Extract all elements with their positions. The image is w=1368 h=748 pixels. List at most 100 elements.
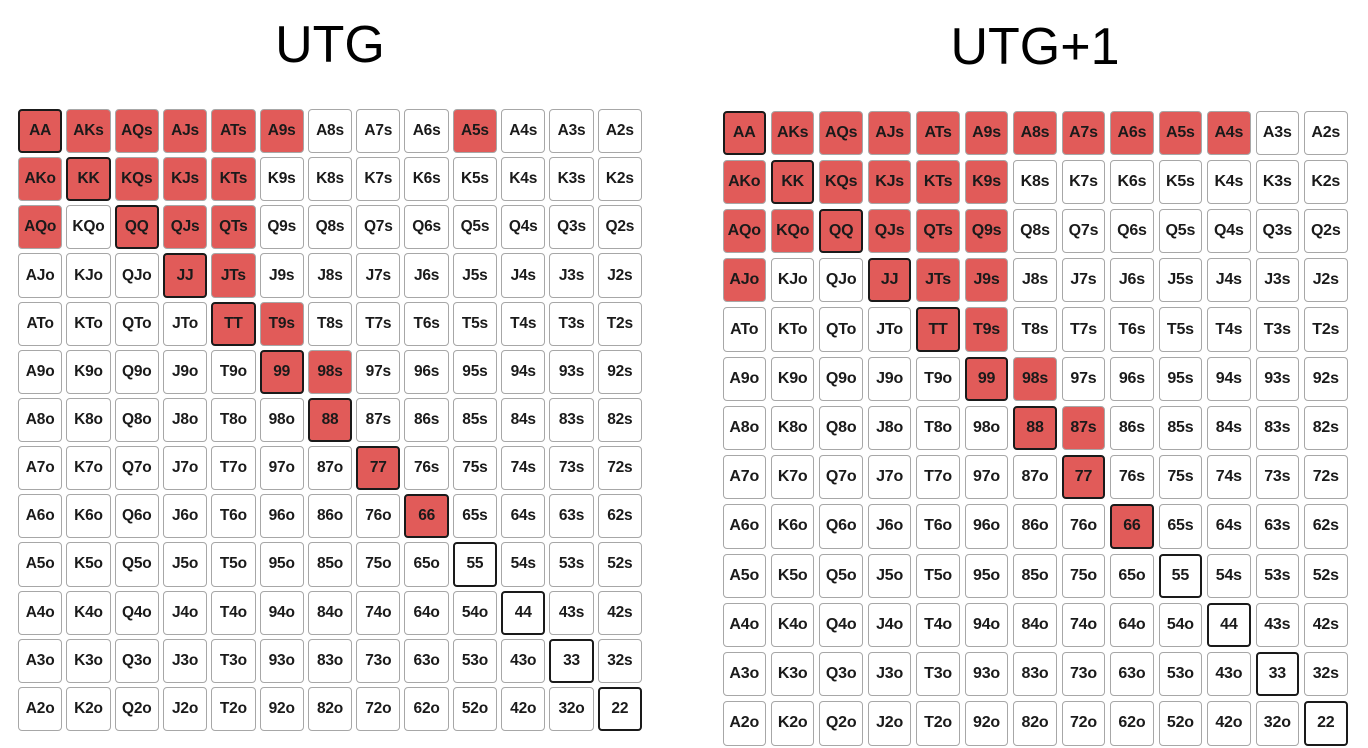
hand-cell-jj[interactable]: JJ: [162, 253, 208, 298]
hand-cell-t2o[interactable]: T2o: [211, 686, 256, 731]
hand-cell-t7o[interactable]: T7o: [211, 446, 256, 491]
hand-cell-ajs[interactable]: AJs: [162, 109, 208, 154]
hand-cell-k3s[interactable]: K3s: [1255, 159, 1300, 204]
hand-cell-a9o[interactable]: A9o: [18, 349, 63, 394]
hand-cell-76o[interactable]: 76o: [1061, 504, 1106, 549]
hand-cell-k2s[interactable]: K2s: [597, 157, 642, 202]
hand-cell-t2s[interactable]: T2s: [597, 301, 642, 346]
hand-cell-k9o[interactable]: K9o: [770, 356, 815, 401]
hand-cell-k8o[interactable]: K8o: [770, 405, 815, 451]
hand-cell-jj[interactable]: JJ: [867, 258, 912, 303]
hand-cell-j3s[interactable]: J3s: [1255, 258, 1300, 303]
hand-cell-82o[interactable]: 82o: [307, 686, 353, 731]
hand-cell-aks[interactable]: AKs: [770, 110, 815, 155]
hand-cell-a8o[interactable]: A8o: [18, 397, 63, 443]
hand-cell-j2o[interactable]: J2o: [162, 686, 208, 731]
hand-cell-k4o[interactable]: K4o: [770, 602, 815, 648]
hand-cell-33[interactable]: 33: [1255, 652, 1300, 697]
hand-cell-43o[interactable]: 43o: [501, 638, 546, 683]
hand-cell-75s[interactable]: 75s: [452, 446, 498, 491]
hand-cell-76s[interactable]: 76s: [404, 446, 449, 491]
hand-cell-t7s[interactable]: T7s: [1061, 307, 1106, 352]
hand-cell-qjs[interactable]: QJs: [162, 205, 208, 250]
hand-cell-72s[interactable]: 72s: [597, 446, 642, 491]
hand-cell-jts[interactable]: JTs: [211, 253, 256, 298]
hand-cell-qts[interactable]: QTs: [916, 208, 960, 254]
hand-cell-t3s[interactable]: T3s: [1255, 307, 1300, 352]
hand-cell-t7s[interactable]: T7s: [356, 301, 401, 346]
hand-cell-85o[interactable]: 85o: [1013, 553, 1057, 598]
hand-cell-a8s[interactable]: A8s: [1013, 110, 1057, 155]
hand-cell-aqs[interactable]: AQs: [114, 109, 159, 154]
hand-cell-44[interactable]: 44: [501, 590, 546, 635]
hand-cell-86s[interactable]: 86s: [404, 397, 449, 443]
hand-cell-ats[interactable]: ATs: [916, 110, 960, 155]
hand-cell-q8o[interactable]: Q8o: [819, 405, 863, 451]
hand-cell-84s[interactable]: 84s: [501, 397, 546, 443]
hand-cell-k8s[interactable]: K8s: [307, 157, 353, 202]
hand-cell-ajo[interactable]: AJo: [18, 253, 63, 298]
hand-cell-74s[interactable]: 74s: [501, 446, 546, 491]
hand-cell-75o[interactable]: 75o: [1061, 553, 1106, 598]
hand-cell-qq[interactable]: QQ: [819, 208, 863, 254]
hand-cell-kjo[interactable]: KJo: [66, 253, 111, 298]
hand-cell-66[interactable]: 66: [404, 494, 449, 539]
hand-cell-a7s[interactable]: A7s: [1061, 110, 1106, 155]
hand-cell-77[interactable]: 77: [1061, 455, 1106, 500]
hand-cell-j9s[interactable]: J9s: [964, 258, 1009, 303]
hand-cell-43s[interactable]: 43s: [1255, 602, 1300, 648]
hand-cell-k2o[interactable]: K2o: [66, 686, 111, 731]
hand-cell-q2s[interactable]: Q2s: [1304, 208, 1348, 254]
hand-cell-74o[interactable]: 74o: [1061, 602, 1106, 648]
hand-cell-aqs[interactable]: AQs: [819, 110, 863, 155]
hand-cell-ako[interactable]: AKo: [722, 159, 766, 204]
hand-cell-94s[interactable]: 94s: [501, 349, 546, 394]
hand-cell-84s[interactable]: 84s: [1207, 405, 1251, 451]
hand-cell-32o[interactable]: 32o: [1255, 701, 1300, 746]
hand-cell-j2s[interactable]: J2s: [597, 253, 642, 298]
hand-cell-j6o[interactable]: J6o: [867, 504, 912, 549]
hand-cell-t7o[interactable]: T7o: [916, 455, 960, 500]
hand-cell-a4o[interactable]: A4o: [722, 602, 766, 648]
hand-cell-t9s[interactable]: T9s: [259, 301, 304, 346]
hand-cell-96s[interactable]: 96s: [404, 349, 449, 394]
hand-cell-33[interactable]: 33: [549, 638, 594, 683]
hand-cell-65o[interactable]: 65o: [404, 542, 449, 587]
hand-cell-63o[interactable]: 63o: [404, 638, 449, 683]
hand-cell-92s[interactable]: 92s: [597, 349, 642, 394]
hand-cell-55[interactable]: 55: [452, 542, 498, 587]
hand-cell-95s[interactable]: 95s: [452, 349, 498, 394]
hand-cell-j3o[interactable]: J3o: [162, 638, 208, 683]
hand-cell-j8s[interactable]: J8s: [307, 253, 353, 298]
hand-cell-t6s[interactable]: T6s: [1110, 307, 1154, 352]
hand-cell-aks[interactable]: AKs: [66, 109, 111, 154]
hand-cell-53o[interactable]: 53o: [452, 638, 498, 683]
hand-cell-k3o[interactable]: K3o: [770, 652, 815, 697]
hand-cell-t3o[interactable]: T3o: [211, 638, 256, 683]
hand-cell-77[interactable]: 77: [356, 446, 401, 491]
hand-cell-q2s[interactable]: Q2s: [597, 205, 642, 250]
hand-cell-92o[interactable]: 92o: [964, 701, 1009, 746]
hand-cell-k7s[interactable]: K7s: [1061, 159, 1106, 204]
hand-cell-t6o[interactable]: T6o: [211, 494, 256, 539]
hand-cell-q8s[interactable]: Q8s: [1013, 208, 1057, 254]
hand-cell-t3o[interactable]: T3o: [916, 652, 960, 697]
hand-cell-53s[interactable]: 53s: [1255, 553, 1300, 598]
hand-cell-t5s[interactable]: T5s: [1158, 307, 1203, 352]
hand-cell-kqs[interactable]: KQs: [819, 159, 863, 204]
hand-cell-ats[interactable]: ATs: [211, 109, 256, 154]
hand-cell-q7o[interactable]: Q7o: [819, 455, 863, 500]
hand-cell-93s[interactable]: 93s: [549, 349, 594, 394]
hand-cell-j4s[interactable]: J4s: [1207, 258, 1251, 303]
hand-cell-a3o[interactable]: A3o: [722, 652, 766, 697]
hand-cell-kk[interactable]: KK: [770, 159, 815, 204]
hand-cell-a3s[interactable]: A3s: [549, 109, 594, 154]
hand-cell-kto[interactable]: KTo: [770, 307, 815, 352]
hand-cell-k2o[interactable]: K2o: [770, 701, 815, 746]
hand-cell-a7o[interactable]: A7o: [18, 446, 63, 491]
hand-cell-aqo[interactable]: AQo: [18, 205, 63, 250]
hand-cell-54o[interactable]: 54o: [1158, 602, 1203, 648]
hand-cell-94s[interactable]: 94s: [1207, 356, 1251, 401]
hand-cell-a6o[interactable]: A6o: [722, 504, 766, 549]
hand-cell-kjs[interactable]: KJs: [162, 157, 208, 202]
